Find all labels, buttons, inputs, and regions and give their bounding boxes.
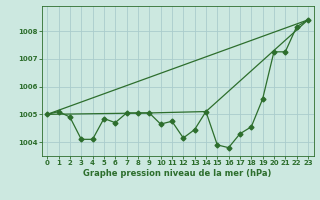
X-axis label: Graphe pression niveau de la mer (hPa): Graphe pression niveau de la mer (hPa) [84, 169, 272, 178]
